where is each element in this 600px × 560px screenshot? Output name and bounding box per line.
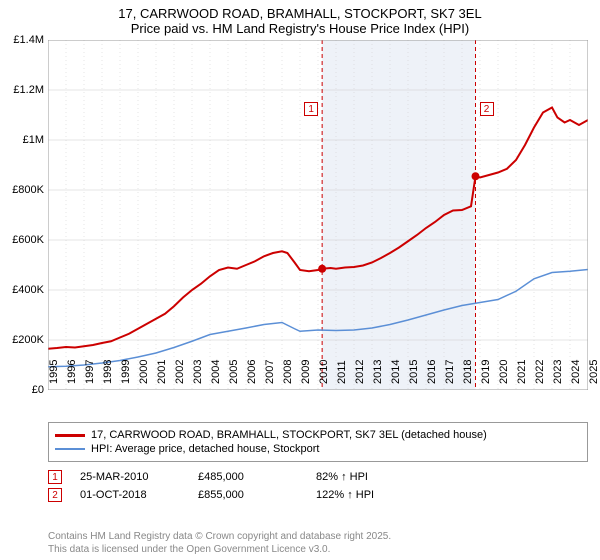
x-tick-label: 2005 — [228, 360, 240, 384]
x-tick-label: 1996 — [66, 360, 78, 384]
chart-area: £0£200K£400K£600K£800K£1M£1.2M£1.4M19951… — [48, 40, 588, 390]
x-tick-label: 1998 — [102, 360, 114, 384]
x-tick-label: 2007 — [264, 360, 276, 384]
chart-titles: 17, CARRWOOD ROAD, BRAMHALL, STOCKPORT, … — [0, 0, 600, 38]
y-tick-label: £1.4M — [2, 34, 44, 46]
copyright-line2: This data is licensed under the Open Gov… — [48, 543, 391, 556]
copyright: Contains HM Land Registry data © Crown c… — [48, 530, 391, 556]
legend-label: HPI: Average price, detached house, Stoc… — [91, 443, 320, 455]
x-tick-label: 2024 — [570, 360, 582, 384]
legend-item: 17, CARRWOOD ROAD, BRAMHALL, STOCKPORT, … — [55, 429, 581, 441]
legend: 17, CARRWOOD ROAD, BRAMHALL, STOCKPORT, … — [48, 422, 588, 462]
event-row: 2 01-OCT-2018 £855,000 122% ↑ HPI — [48, 488, 416, 502]
x-tick-label: 1995 — [48, 360, 60, 384]
x-tick-label: 1997 — [84, 360, 96, 384]
line-chart — [48, 40, 588, 390]
event-price: £855,000 — [198, 489, 298, 501]
legend-label: 17, CARRWOOD ROAD, BRAMHALL, STOCKPORT, … — [91, 429, 487, 441]
x-tick-label: 2020 — [498, 360, 510, 384]
x-tick-label: 2025 — [588, 360, 600, 384]
y-tick-label: £0 — [2, 384, 44, 396]
event-pct: 82% ↑ HPI — [316, 471, 416, 483]
x-tick-label: 1999 — [120, 360, 132, 384]
event-marker: 2 — [48, 488, 62, 502]
y-tick-label: £600K — [2, 234, 44, 246]
legend-swatch — [55, 448, 85, 450]
event-marker: 1 — [48, 470, 62, 484]
x-tick-label: 2021 — [516, 360, 528, 384]
event-date: 25-MAR-2010 — [80, 471, 180, 483]
legend-swatch — [55, 434, 85, 437]
x-tick-label: 2004 — [210, 360, 222, 384]
title-address: 17, CARRWOOD ROAD, BRAMHALL, STOCKPORT, … — [0, 6, 600, 21]
x-tick-label: 2023 — [552, 360, 564, 384]
event-row: 1 25-MAR-2010 £485,000 82% ↑ HPI — [48, 470, 416, 484]
y-tick-label: £200K — [2, 334, 44, 346]
copyright-line1: Contains HM Land Registry data © Crown c… — [48, 530, 391, 543]
x-tick-label: 2014 — [390, 360, 402, 384]
chart-marker-1: 1 — [304, 102, 318, 116]
y-tick-label: £400K — [2, 284, 44, 296]
x-tick-label: 2002 — [174, 360, 186, 384]
x-tick-label: 2011 — [336, 360, 348, 384]
x-tick-label: 2018 — [462, 360, 474, 384]
y-tick-label: £800K — [2, 184, 44, 196]
event-date: 01-OCT-2018 — [80, 489, 180, 501]
x-tick-label: 2019 — [480, 360, 492, 384]
x-tick-label: 2017 — [444, 360, 456, 384]
x-tick-label: 2000 — [138, 360, 150, 384]
x-tick-label: 2003 — [192, 360, 204, 384]
y-tick-label: £1M — [2, 134, 44, 146]
x-tick-label: 2013 — [372, 360, 384, 384]
legend-item: HPI: Average price, detached house, Stoc… — [55, 443, 581, 455]
x-tick-label: 2009 — [300, 360, 312, 384]
x-tick-label: 2012 — [354, 360, 366, 384]
chart-marker-2: 2 — [480, 102, 494, 116]
x-tick-label: 2015 — [408, 360, 420, 384]
y-tick-label: £1.2M — [2, 84, 44, 96]
x-tick-label: 2016 — [426, 360, 438, 384]
title-subtitle: Price paid vs. HM Land Registry's House … — [0, 21, 600, 36]
x-tick-label: 2022 — [534, 360, 546, 384]
event-pct: 122% ↑ HPI — [316, 489, 416, 501]
x-tick-label: 2010 — [318, 360, 330, 384]
x-tick-label: 2001 — [156, 360, 168, 384]
x-tick-label: 2008 — [282, 360, 294, 384]
x-tick-label: 2006 — [246, 360, 258, 384]
event-price: £485,000 — [198, 471, 298, 483]
event-list: 1 25-MAR-2010 £485,000 82% ↑ HPI 2 01-OCT-201… — [48, 466, 416, 506]
